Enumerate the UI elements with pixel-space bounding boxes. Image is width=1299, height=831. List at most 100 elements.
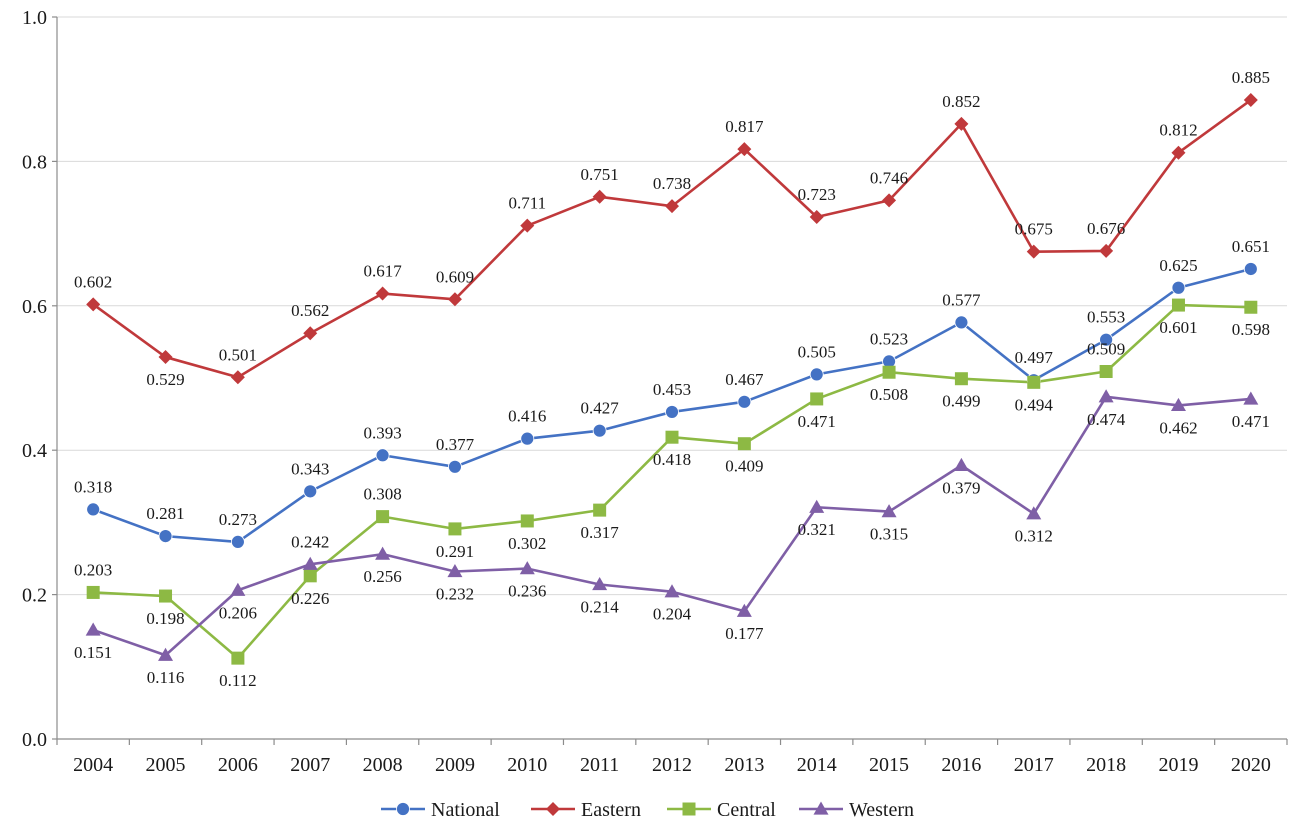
x-tick-label: 2017 [1014, 754, 1054, 776]
marker-eastern-2010 [520, 218, 535, 233]
marker-western-2017 [1026, 506, 1042, 520]
axes: 0.0 0.2 0.4 0.6 0.8 1.0 2004 2005 2006 2007 2008 20… [22, 7, 1288, 776]
data-label-eastern: 0.738 [653, 174, 691, 193]
data-label-eastern: 0.746 [870, 168, 908, 187]
data-label-central: 0.499 [942, 392, 980, 411]
data-label-eastern: 0.617 [363, 262, 402, 281]
marker-central-2014 [810, 392, 824, 406]
marker-western-2012 [664, 584, 680, 598]
marker-central-2013 [737, 437, 751, 451]
marker-national-2010 [520, 431, 535, 446]
x-tick-label: 2019 [1158, 754, 1198, 776]
marker-eastern-2017 [1026, 244, 1041, 259]
marker-eastern-2009 [447, 292, 462, 307]
marker-central-2009 [448, 522, 462, 536]
legend-marker-western [813, 801, 829, 815]
marker-eastern-2014 [809, 209, 824, 224]
marker-national-2016 [954, 315, 969, 330]
marker-eastern-2007 [303, 326, 318, 341]
data-label-eastern: 0.602 [74, 272, 112, 291]
marker-national-2018 [1099, 332, 1114, 347]
data-label-eastern: 0.501 [219, 345, 257, 364]
series-markers [85, 93, 1259, 665]
data-label-western: 0.236 [508, 582, 546, 601]
marker-eastern-2016 [954, 116, 969, 131]
grid-lines [57, 16, 1287, 596]
data-label-western: 0.471 [1232, 412, 1270, 431]
data-label-national: 0.393 [363, 423, 401, 442]
data-label-national: 0.377 [436, 435, 475, 454]
data-label-central: 0.601 [1159, 318, 1197, 337]
data-label-eastern: 0.609 [436, 267, 474, 286]
x-tick-label: 2011 [580, 754, 619, 776]
legend: National Eastern Central Western [381, 799, 914, 821]
legend-item-eastern[interactable]: Eastern [531, 799, 641, 821]
marker-national-2020 [1243, 262, 1258, 276]
marker-central-2019 [1171, 298, 1185, 312]
data-label-national: 0.577 [942, 290, 981, 309]
marker-national-2007 [303, 484, 318, 499]
x-tick-label: 2009 [435, 754, 475, 776]
data-label-national: 0.505 [798, 342, 836, 361]
marker-western-2018 [1098, 389, 1114, 403]
marker-eastern-2005 [158, 350, 173, 365]
marker-eastern-2020 [1243, 93, 1258, 108]
legend-marker-national [396, 802, 410, 816]
data-label-national: 0.453 [653, 380, 691, 399]
data-label-central: 0.112 [219, 671, 257, 690]
data-label-eastern: 0.562 [291, 301, 329, 320]
x-tick-label: 2004 [73, 754, 113, 776]
data-label-eastern: 0.751 [581, 165, 619, 184]
data-label-western: 0.312 [1015, 527, 1053, 546]
data-label-eastern: 0.852 [942, 92, 980, 111]
legend-label-national: National [431, 799, 500, 821]
data-label-eastern: 0.723 [798, 185, 836, 204]
data-label-central: 0.509 [1087, 340, 1125, 359]
marker-western-2010 [519, 561, 535, 575]
data-label-national: 0.343 [291, 459, 329, 478]
legend-item-national[interactable]: National [381, 799, 500, 821]
marker-national-2005 [158, 529, 173, 544]
marker-western-2006 [230, 582, 246, 596]
data-label-eastern: 0.529 [146, 370, 184, 389]
y-tick-label: 0.6 [22, 296, 47, 318]
legend-label-eastern: Eastern [581, 799, 641, 821]
x-tick-label: 2012 [652, 754, 692, 776]
marker-central-2015 [882, 365, 896, 379]
data-label-central: 0.198 [146, 609, 184, 628]
marker-national-2009 [448, 459, 462, 474]
marker-national-2004 [86, 502, 101, 517]
x-tick-label: 2014 [797, 754, 837, 776]
data-label-western: 0.151 [74, 643, 112, 662]
marker-eastern-2008 [375, 286, 390, 301]
marker-western-2016 [953, 457, 969, 471]
data-label-western: 0.474 [1087, 410, 1126, 429]
marker-eastern-2012 [665, 199, 679, 214]
marker-eastern-2004 [86, 297, 101, 312]
data-label-western: 0.116 [147, 668, 185, 687]
data-label-central: 0.598 [1232, 320, 1270, 339]
x-tick-label: 2008 [363, 754, 403, 776]
legend-item-central[interactable]: Central [667, 799, 776, 821]
data-label-central: 0.226 [291, 589, 329, 608]
y-tick-label: 0.2 [22, 585, 47, 607]
marker-eastern-2013 [737, 142, 752, 157]
legend-label-central: Central [717, 799, 776, 821]
marker-western-2015 [881, 504, 897, 518]
marker-central-2010 [520, 514, 534, 528]
legend-item-western[interactable]: Western [799, 799, 914, 821]
data-label-national: 0.281 [146, 504, 184, 523]
legend-label-western: Western [849, 799, 914, 821]
data-label-national: 0.273 [219, 510, 257, 529]
data-label-western: 0.462 [1159, 418, 1197, 437]
data-label-national: 0.497 [1015, 348, 1054, 367]
marker-central-2011 [593, 503, 607, 517]
data-label-central: 0.203 [74, 560, 112, 579]
marker-western-2020 [1243, 391, 1259, 405]
x-tick-label: 2007 [290, 754, 330, 776]
marker-western-2008 [375, 546, 391, 560]
x-tick-label: 2015 [869, 754, 909, 776]
marker-national-2006 [230, 534, 245, 549]
